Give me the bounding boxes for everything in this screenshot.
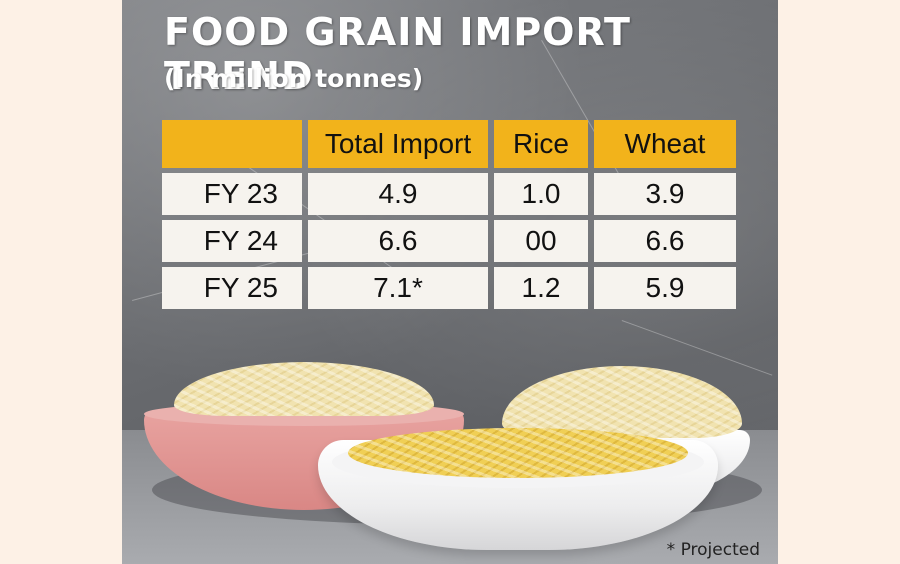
header-total-import: Total Import	[308, 120, 488, 168]
chart-title: FOOD GRAIN IMPORT TREND	[164, 10, 631, 98]
cell-wheat-fy24: 6.6	[594, 220, 736, 262]
cell-total-fy23: 4.9	[308, 173, 488, 215]
row-label-fy24: FY 24	[162, 220, 302, 262]
header-rice: Rice	[494, 120, 588, 168]
cell-rice-fy24: 00	[494, 220, 588, 262]
cell-total-fy24: 6.6	[308, 220, 488, 262]
golden-rice-pile	[348, 428, 688, 478]
cell-rice-fy25: 1.2	[494, 267, 588, 309]
row-label-fy25: FY 25	[162, 267, 302, 309]
cell-wheat-fy23: 3.9	[594, 173, 736, 215]
header-wheat: Wheat	[594, 120, 736, 168]
cell-rice-fy23: 1.0	[494, 173, 588, 215]
row-label-fy23: FY 23	[162, 173, 302, 215]
cell-wheat-fy25: 5.9	[594, 267, 736, 309]
infographic: FOOD GRAIN IMPORT TREND (In million tonn…	[122, 0, 778, 564]
projected-footnote: * Projected	[666, 540, 760, 560]
chart-subtitle: (In million tonnes)	[164, 64, 424, 93]
header-empty-cell	[162, 120, 302, 168]
cell-total-fy25: 7.1*	[308, 267, 488, 309]
white-rice-pile	[174, 362, 434, 416]
